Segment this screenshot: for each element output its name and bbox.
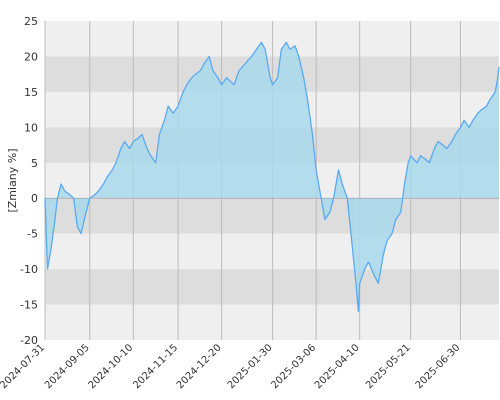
series-line <box>44 41 500 313</box>
x-axis: 2024-07-312024-09-052024-10-102024-11-15… <box>0 342 463 391</box>
background-band <box>45 198 499 234</box>
y-tick-label: 15 <box>24 86 38 99</box>
background-band <box>45 269 499 305</box>
background-band <box>45 304 499 340</box>
x-tick-label: 2024-10-10 <box>87 342 136 391</box>
x-tick-label: 2024-12-20 <box>175 342 224 391</box>
y-axis-label: [Zmiany %] <box>6 148 19 212</box>
x-tick-label: 2025-06-30 <box>414 342 463 391</box>
y-tick-label: 25 <box>24 15 38 28</box>
y-tick-label: 0 <box>31 192 38 205</box>
y-tick-label: -20 <box>20 334 38 347</box>
x-tick-label: 2025-04-10 <box>313 342 362 391</box>
x-tick-label: 2025-05-21 <box>364 342 413 391</box>
x-tick-label: 2025-03-06 <box>269 342 318 391</box>
x-tick-label: 2024-11-15 <box>131 342 180 391</box>
y-tick-label: -10 <box>20 263 38 276</box>
y-tick-label: -15 <box>20 299 38 312</box>
y-tick-label: 10 <box>24 121 38 134</box>
y-tick-label: 20 <box>24 50 38 63</box>
background-band <box>45 21 499 57</box>
y-tick-label: -5 <box>27 228 38 241</box>
x-tick-label: 2025-01-30 <box>226 342 275 391</box>
x-tick-label: 2024-07-31 <box>0 342 47 391</box>
series-line-path <box>44 41 500 313</box>
y-tick-label: 5 <box>31 157 38 170</box>
y-axis: 25 20 15 10 5 0 -5 -10 -15 -20 <box>20 15 38 347</box>
x-tick-label: 2024-09-05 <box>43 342 92 391</box>
background-band <box>45 233 499 270</box>
